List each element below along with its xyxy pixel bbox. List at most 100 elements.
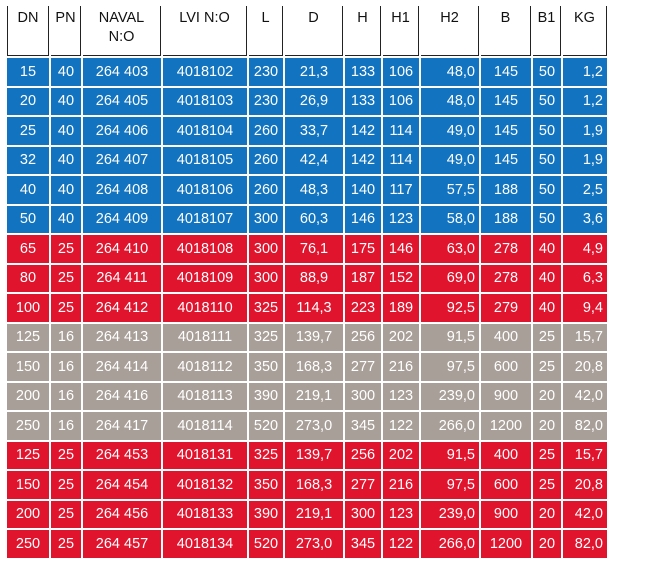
cell-pn: 25: [51, 471, 81, 499]
cell-pn: 40: [51, 87, 81, 115]
cell-b1: 25: [533, 353, 561, 381]
cell-b1: 50: [533, 146, 561, 174]
cell-h1: 123: [383, 500, 419, 528]
cell-b: 188: [481, 176, 531, 204]
cell-h2: 91,5: [421, 441, 479, 469]
cell-pn: 25: [51, 530, 81, 558]
cell-kg: 15,7: [563, 441, 607, 469]
table-row: 125 25 264 453 4018131 325 139,7 256 202 91,5 400…: [7, 441, 607, 469]
cell-d: 168,3: [285, 471, 343, 499]
cell-h1: 117: [383, 176, 419, 204]
cell-h2: 49,0: [421, 146, 479, 174]
cell-h1: 189: [383, 294, 419, 322]
cell-b: 188: [481, 205, 531, 233]
header-dn: DN: [7, 6, 49, 56]
cell-d: 114,3: [285, 294, 343, 322]
cell-lvi-no: 4018132: [163, 471, 247, 499]
cell-l: 390: [249, 500, 283, 528]
cell-h: 146: [345, 205, 381, 233]
cell-b1: 50: [533, 58, 561, 86]
cell-h1: 216: [383, 353, 419, 381]
cell-l: 230: [249, 58, 283, 86]
cell-naval-no: 264 417: [83, 412, 161, 440]
cell-l: 300: [249, 235, 283, 263]
table-row: 20 40 264 405 4018103 230 26,9 133 106 48,0 145 50…: [7, 87, 607, 115]
cell-pn: 25: [51, 500, 81, 528]
cell-d: 21,3: [285, 58, 343, 86]
cell-kg: 82,0: [563, 412, 607, 440]
cell-d: 273,0: [285, 412, 343, 440]
cell-b: 400: [481, 323, 531, 351]
cell-h: 300: [345, 500, 381, 528]
cell-dn: 250: [7, 530, 49, 558]
cell-l: 260: [249, 176, 283, 204]
cell-d: 60,3: [285, 205, 343, 233]
cell-kg: 42,0: [563, 382, 607, 410]
cell-h1: 106: [383, 58, 419, 86]
cell-h1: 216: [383, 471, 419, 499]
cell-b1: 20: [533, 412, 561, 440]
cell-pn: 25: [51, 264, 81, 292]
cell-b1: 25: [533, 471, 561, 499]
cell-dn: 200: [7, 500, 49, 528]
cell-dn: 250: [7, 412, 49, 440]
cell-h: 256: [345, 441, 381, 469]
table-body: 15 40 264 403 4018102 230 21,3 133 106 48,0 145 50…: [7, 58, 607, 558]
header-l: L: [249, 6, 283, 56]
cell-b1: 20: [533, 500, 561, 528]
cell-h1: 122: [383, 412, 419, 440]
cell-lvi-no: 4018106: [163, 176, 247, 204]
cell-h: 256: [345, 323, 381, 351]
cell-lvi-no: 4018102: [163, 58, 247, 86]
cell-kg: 1,2: [563, 87, 607, 115]
cell-h2: 48,0: [421, 58, 479, 86]
cell-h2: 91,5: [421, 323, 479, 351]
cell-naval-no: 264 407: [83, 146, 161, 174]
cell-kg: 3,6: [563, 205, 607, 233]
cell-d: 76,1: [285, 235, 343, 263]
table-header-row: DN PN NAVAL N:O LVI N:O L D H H1 H2 B B1…: [7, 6, 607, 56]
cell-dn: 100: [7, 294, 49, 322]
cell-lvi-no: 4018131: [163, 441, 247, 469]
cell-b: 1200: [481, 412, 531, 440]
cell-dn: 125: [7, 323, 49, 351]
cell-naval-no: 264 454: [83, 471, 161, 499]
cell-dn: 15: [7, 58, 49, 86]
cell-d: 88,9: [285, 264, 343, 292]
cell-naval-no: 264 406: [83, 117, 161, 145]
cell-lvi-no: 4018109: [163, 264, 247, 292]
cell-kg: 42,0: [563, 500, 607, 528]
cell-h1: 202: [383, 441, 419, 469]
cell-d: 139,7: [285, 441, 343, 469]
cell-kg: 4,9: [563, 235, 607, 263]
cell-kg: 1,9: [563, 117, 607, 145]
cell-l: 520: [249, 530, 283, 558]
cell-h1: 106: [383, 87, 419, 115]
cell-l: 260: [249, 146, 283, 174]
cell-b: 145: [481, 117, 531, 145]
cell-h: 175: [345, 235, 381, 263]
cell-b: 600: [481, 353, 531, 381]
cell-kg: 15,7: [563, 323, 607, 351]
cell-h1: 123: [383, 382, 419, 410]
cell-d: 168,3: [285, 353, 343, 381]
table-row: 65 25 264 410 4018108 300 76,1 175 146 63,0 278 40…: [7, 235, 607, 263]
cell-h: 345: [345, 530, 381, 558]
cell-lvi-no: 4018103: [163, 87, 247, 115]
cell-dn: 150: [7, 353, 49, 381]
table-row: 80 25 264 411 4018109 300 88,9 187 152 69,0 278 40…: [7, 264, 607, 292]
cell-h: 187: [345, 264, 381, 292]
cell-b: 400: [481, 441, 531, 469]
header-h1: H1: [383, 6, 419, 56]
cell-kg: 20,8: [563, 353, 607, 381]
cell-h2: 49,0: [421, 117, 479, 145]
cell-kg: 1,9: [563, 146, 607, 174]
cell-h: 133: [345, 58, 381, 86]
cell-h2: 97,5: [421, 353, 479, 381]
cell-h2: 97,5: [421, 471, 479, 499]
cell-pn: 40: [51, 58, 81, 86]
cell-h1: 146: [383, 235, 419, 263]
header-kg: KG: [563, 6, 607, 56]
cell-b: 600: [481, 471, 531, 499]
cell-naval-no: 264 413: [83, 323, 161, 351]
